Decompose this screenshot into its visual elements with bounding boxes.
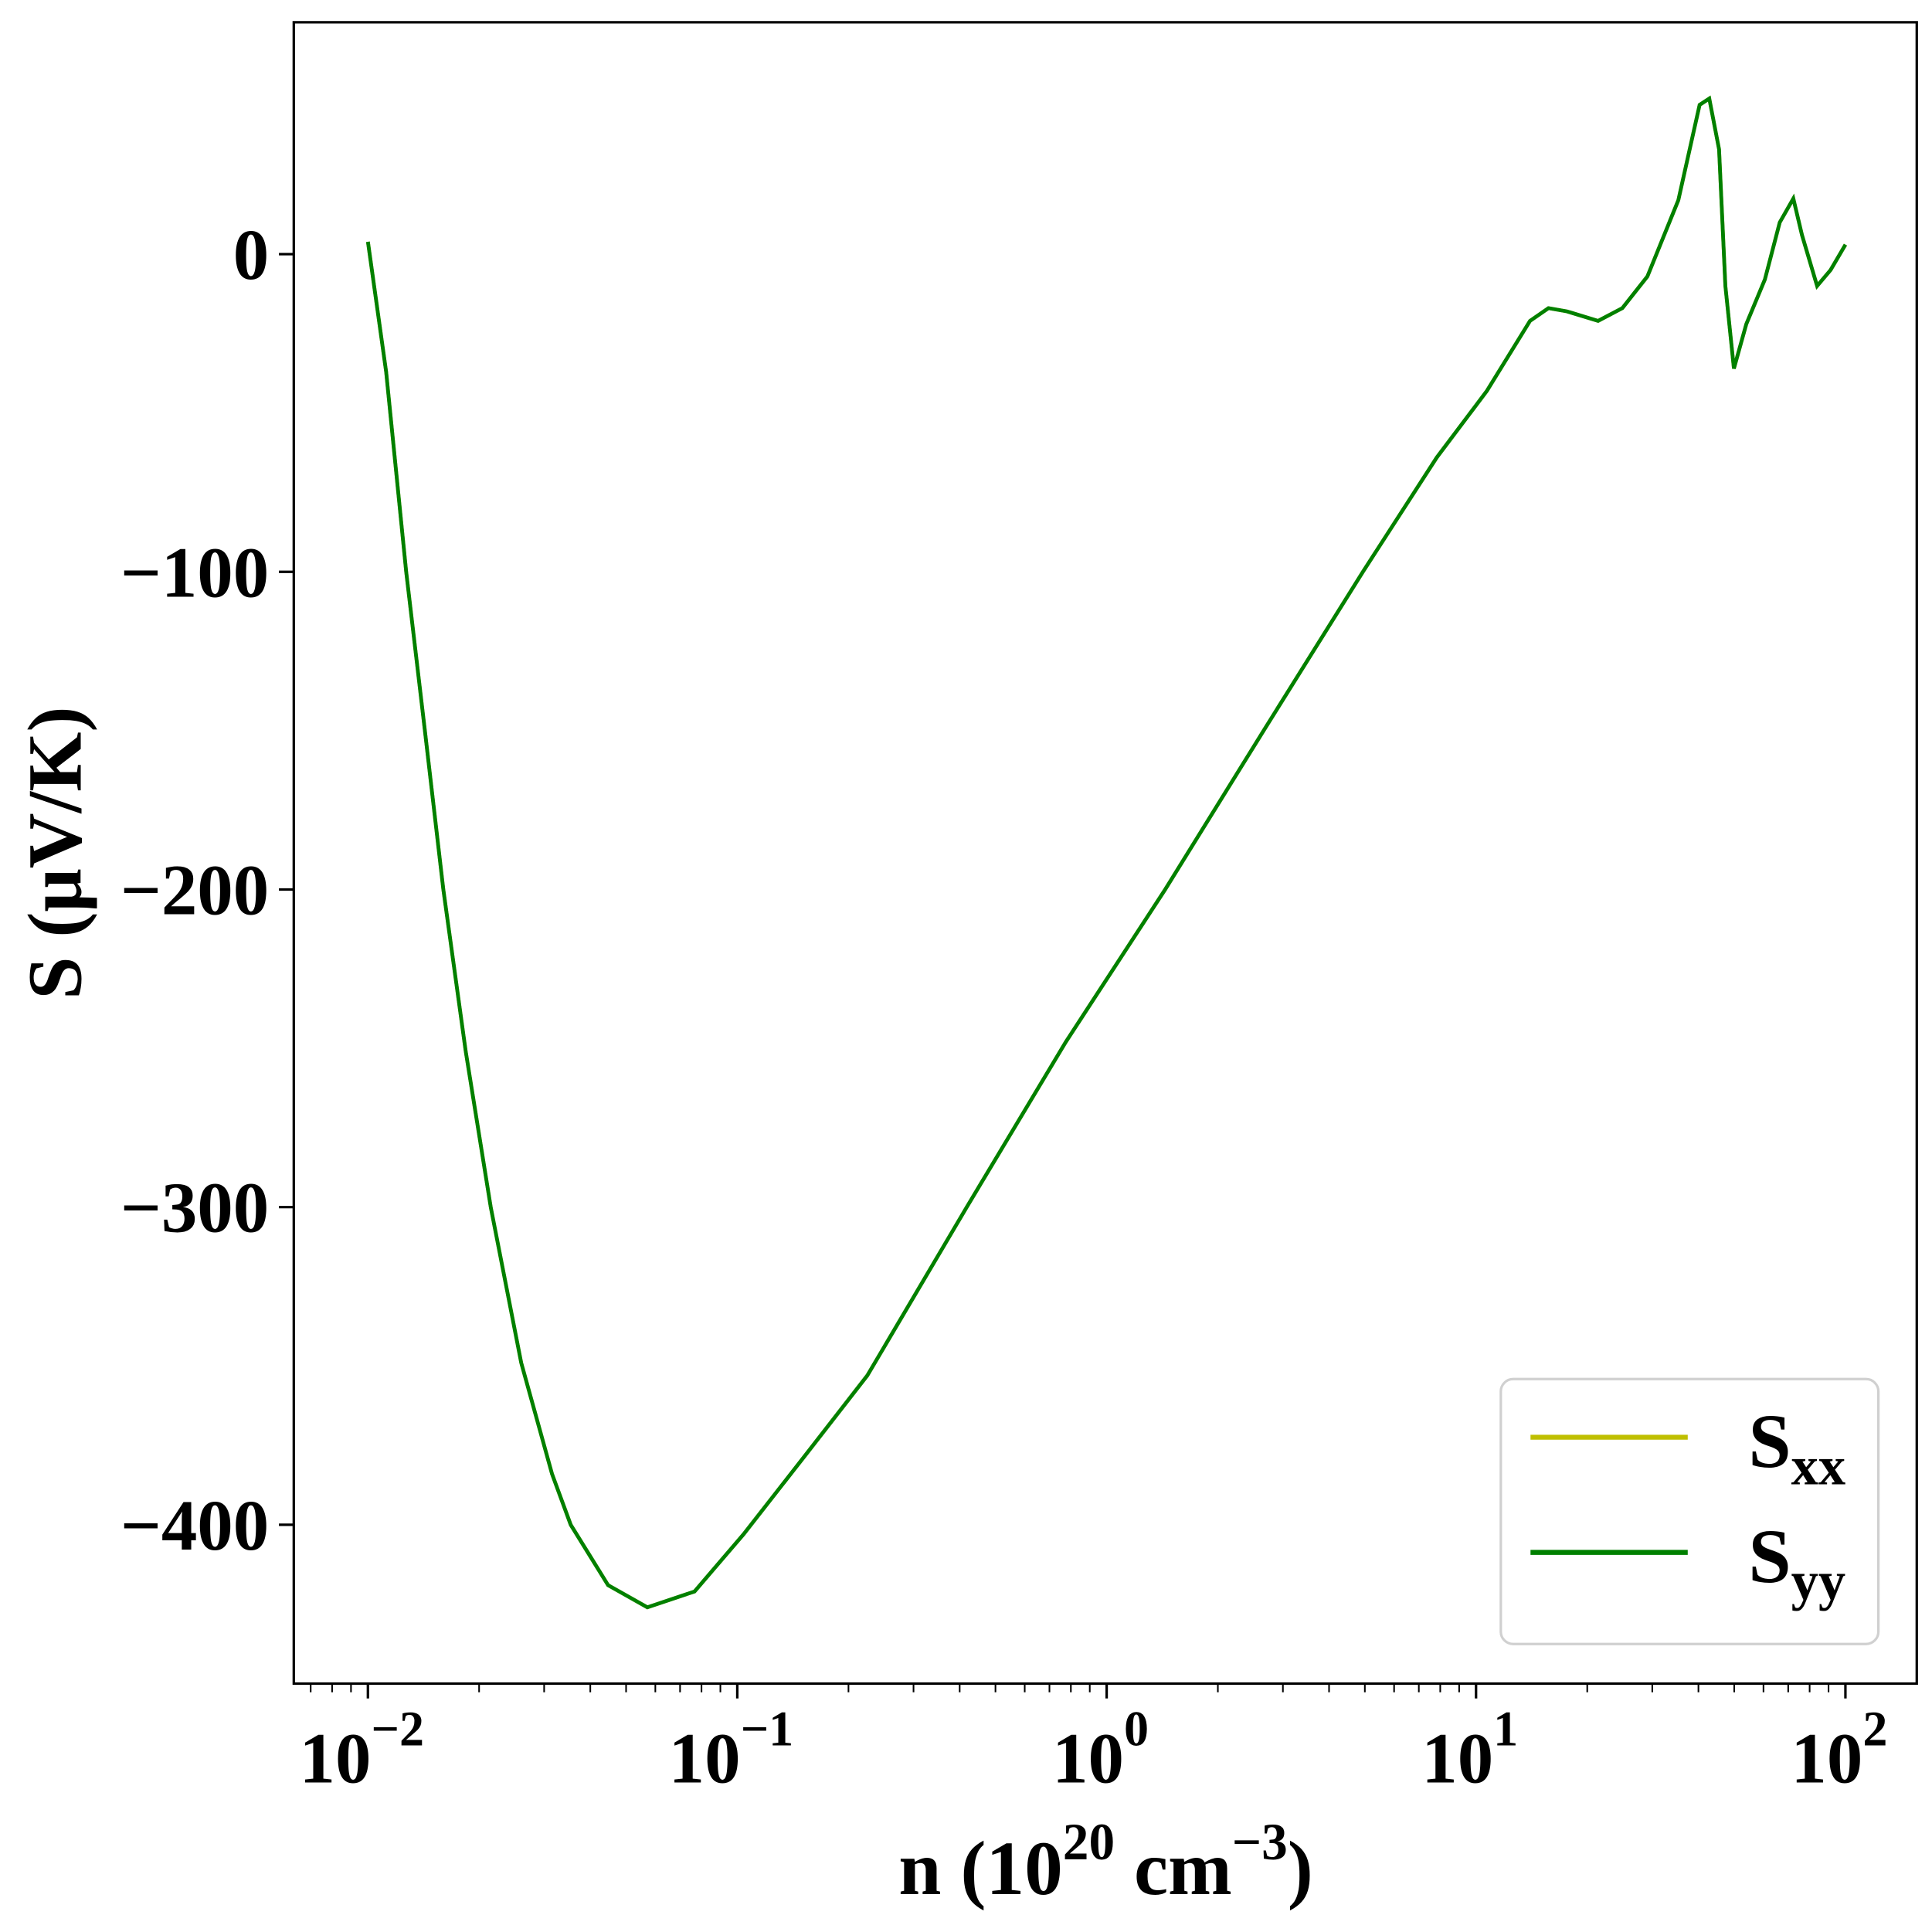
legend: Sxx Syy [1499,1377,1880,1645]
x-tick-label: 10−1 [669,1702,794,1799]
y-tick-label: −200 [121,851,269,931]
y-tick-label: −100 [121,533,269,613]
y-tick-label: 0 [233,216,269,295]
series-lines [365,95,1848,1610]
x-axis-label: n (1020 cm−3) [898,1813,1313,1911]
x-tick-label: 101 [1421,1702,1518,1799]
x-tick-label: 10−2 [299,1702,424,1799]
legend-box [1499,1377,1880,1645]
x-axis: 10−2 10−1 100 101 102 [299,1683,1887,1799]
y-axis-label: S (μV/K) [13,707,98,1000]
x-tick-label: 102 [1791,1702,1887,1799]
series-line-Syy [365,95,1848,1610]
y-tick-label: −300 [121,1169,269,1248]
y-tick-label: −400 [121,1486,269,1566]
legend-label-syy: Syy [1748,1514,1845,1611]
legend-label-sxx: Sxx [1748,1399,1845,1496]
y-axis: 0 −100 −200 −300 −400 [121,216,294,1566]
x-tick-label: 100 [1052,1702,1149,1799]
plot-frame [292,21,1918,1686]
